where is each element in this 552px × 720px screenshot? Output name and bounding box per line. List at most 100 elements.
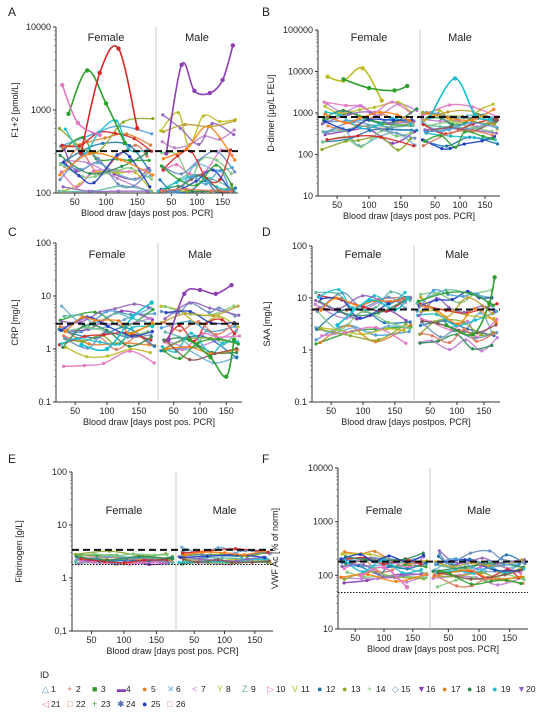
data-point — [160, 151, 164, 155]
data-point — [147, 158, 151, 163]
series-line — [426, 132, 496, 141]
data-point — [439, 134, 443, 138]
data-point — [204, 182, 208, 186]
legend-item-label: 20 — [526, 684, 536, 694]
data-point — [197, 142, 201, 146]
data-point — [344, 103, 348, 108]
data-point — [135, 126, 140, 131]
data-point — [468, 551, 472, 555]
data-point — [133, 143, 138, 147]
data-point — [234, 559, 239, 563]
data-point — [405, 567, 409, 571]
legend-marker: ● — [442, 684, 447, 694]
data-point — [356, 564, 361, 568]
data-point — [59, 328, 63, 333]
data-point — [146, 189, 150, 193]
x-tick-label: 50 — [169, 406, 179, 416]
data-point — [386, 320, 390, 324]
data-point — [161, 130, 166, 134]
data-point — [471, 129, 475, 133]
data-point — [153, 312, 157, 316]
y-axis-label-A: F1+2 [pmol/L] — [10, 82, 20, 137]
data-point — [76, 557, 80, 561]
data-point — [376, 311, 380, 315]
data-point — [189, 177, 193, 181]
y-tick-label: 1000 — [293, 108, 313, 118]
data-point — [345, 570, 349, 574]
data-point — [408, 320, 412, 324]
data-point — [444, 144, 449, 148]
data-point — [164, 347, 168, 351]
y-tick-label: 100 — [36, 238, 51, 248]
series-line-highlight — [336, 297, 409, 326]
data-point — [151, 173, 155, 177]
data-point — [431, 569, 435, 574]
data-point — [413, 136, 417, 140]
data-point — [228, 148, 233, 152]
data-point — [150, 132, 154, 136]
data-point — [184, 187, 188, 191]
data-point — [318, 340, 322, 345]
data-point — [209, 189, 213, 193]
data-point — [101, 361, 106, 366]
data-point — [438, 119, 442, 123]
data-point — [319, 297, 323, 301]
x-tick-label: 150 — [219, 406, 234, 416]
data-point — [220, 77, 225, 83]
data-point — [424, 565, 428, 569]
data-point — [116, 189, 120, 193]
data-point — [361, 563, 366, 567]
legend-item-label: 25 — [151, 699, 161, 709]
x-tick-label: 100 — [217, 635, 232, 645]
data-point — [171, 557, 175, 561]
data-point — [437, 569, 441, 573]
data-point — [187, 337, 192, 342]
data-point — [75, 185, 79, 189]
data-point — [479, 333, 483, 337]
data-point — [411, 123, 415, 128]
data-point — [180, 545, 184, 549]
data-point — [62, 334, 66, 338]
x-tick-label: 50 — [326, 406, 336, 416]
data-point — [326, 124, 330, 128]
series-line — [161, 305, 239, 324]
data-point — [323, 104, 327, 108]
data-point — [159, 326, 163, 330]
data-point — [465, 319, 470, 323]
data-point — [450, 297, 454, 302]
data-point — [402, 329, 406, 333]
data-point — [60, 143, 64, 147]
series-line — [425, 121, 498, 133]
data-point — [492, 275, 497, 280]
data-point — [391, 141, 395, 145]
data-point — [461, 294, 465, 299]
data-point — [216, 558, 220, 562]
data-point — [449, 134, 453, 138]
x-tick-label: 150 — [405, 633, 420, 643]
x-tick-label: 100 — [361, 200, 376, 210]
legend-item-label: 10 — [276, 684, 286, 694]
data-point — [492, 303, 496, 307]
data-point — [472, 126, 476, 130]
series-line — [324, 101, 412, 114]
data-point — [128, 155, 132, 159]
legend-marker: ✱ — [117, 699, 125, 709]
data-point — [149, 143, 153, 147]
data-point — [348, 334, 352, 338]
data-point — [334, 296, 338, 300]
legend-marker: ● — [142, 699, 147, 709]
data-point — [176, 154, 180, 158]
data-point — [438, 125, 442, 129]
legend-marker: ● — [492, 684, 497, 694]
data-point — [77, 174, 81, 178]
series-line — [321, 326, 407, 344]
x-tick-label: 50 — [86, 635, 96, 645]
data-point — [317, 327, 321, 331]
data-point — [358, 108, 362, 112]
data-point — [453, 323, 458, 328]
data-point — [466, 296, 470, 300]
x-tick-label: 50 — [70, 406, 80, 416]
data-point — [478, 565, 483, 569]
data-point — [437, 108, 442, 113]
data-point — [405, 295, 410, 301]
